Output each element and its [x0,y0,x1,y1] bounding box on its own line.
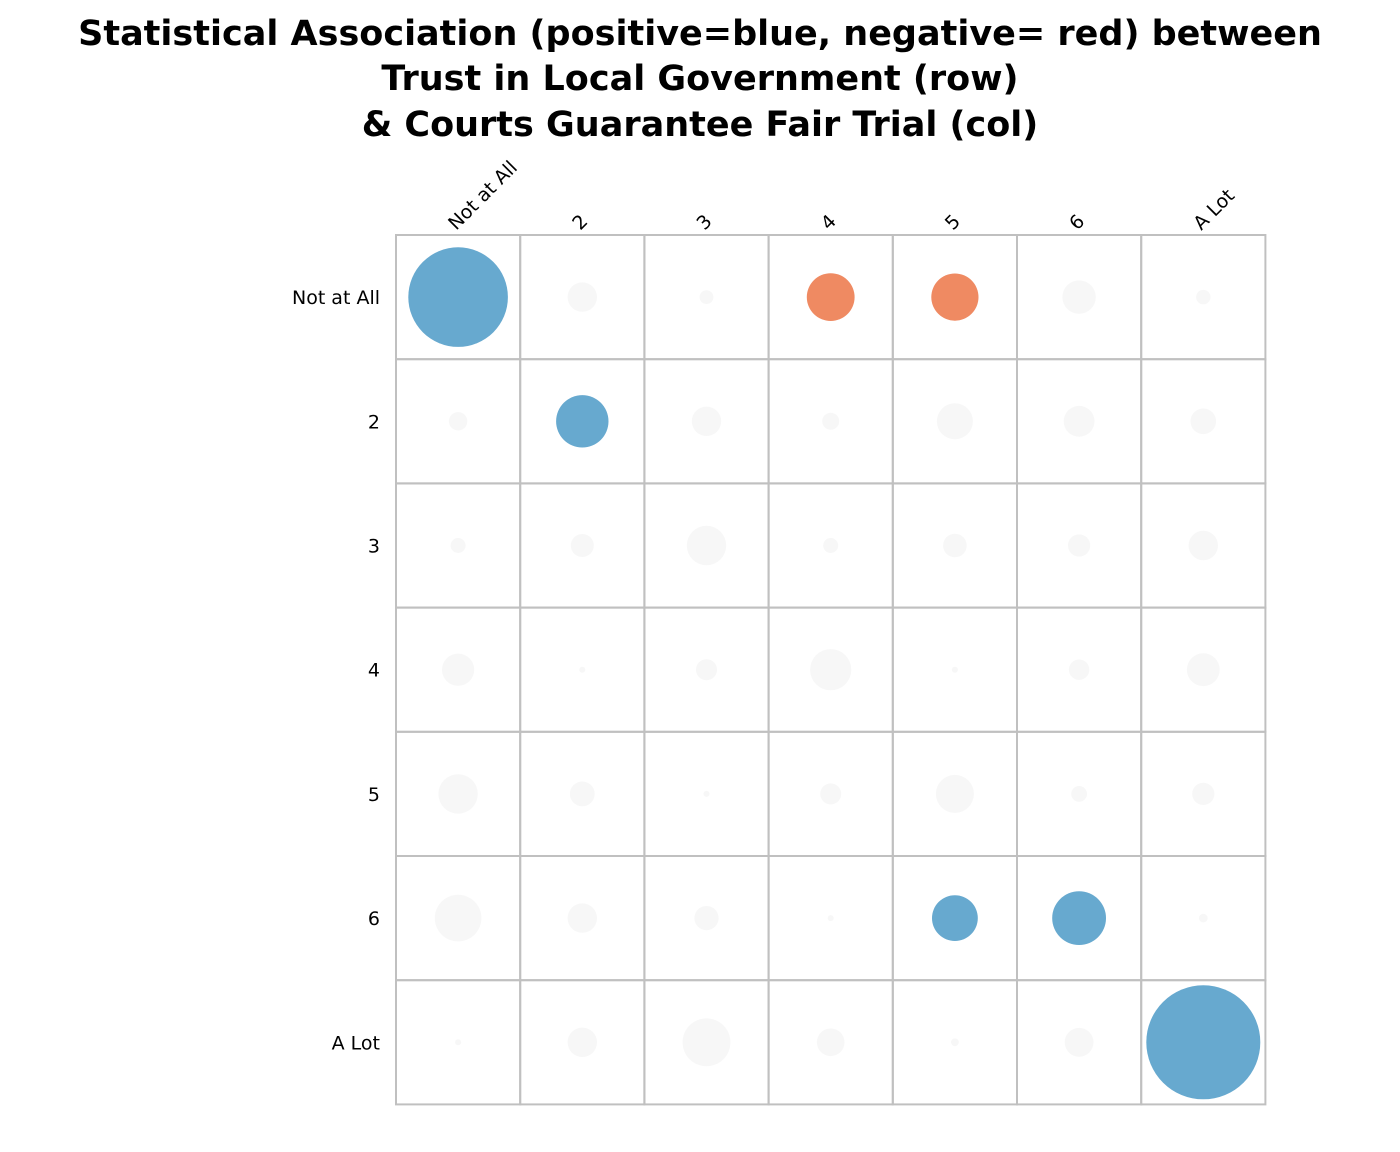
bubble-r2-c2 [686,525,727,566]
bubble-r5-c0 [434,894,482,942]
bubble-r0-c0 [408,247,508,347]
bubble-r6-c1 [567,1027,597,1058]
bubble-r6-c5 [1064,1027,1094,1057]
row-label-3: 4 [368,660,380,682]
bubble-r1-c0 [448,412,468,431]
bubble-r4-c1 [569,781,595,807]
bubble-r6-c3 [816,1028,845,1057]
bubble-r5-c6 [1199,913,1208,923]
bubble-r0-c1 [567,282,597,312]
bubble-r3-c0 [442,653,475,686]
bubble-r2-c3 [823,538,839,553]
row-label-4: 5 [368,784,380,806]
row-label-0: Not at All [292,287,380,309]
bubble-r2-c1 [570,534,594,557]
bubble-r4-c2 [703,790,710,797]
bubble-r3-c3 [810,649,852,691]
bubble-r6-c0 [455,1039,462,1046]
bubble-r1-c3 [822,412,840,430]
grid-cell-r6-c6 [1140,979,1267,1106]
bubble-r1-c2 [691,406,722,436]
cell-grid [395,234,1267,1106]
bubble-r4-c0 [438,774,478,814]
bubble-r6-c6 [1146,985,1261,1100]
bubble-r4-c3 [820,783,842,805]
bubble-r6-c2 [682,1018,731,1067]
bubble-r3-c4 [951,666,958,673]
bubble-r0-c4 [931,273,979,321]
bubble-r4-c5 [1071,786,1087,802]
chart-title-line-1: Statistical Association (positive=blue, … [78,14,1322,54]
bubble-r0-c5 [1062,280,1096,314]
col-label-6: A Lot [1189,185,1239,235]
row-label-2: 3 [368,536,380,558]
col-label-5: 6 [1065,210,1089,234]
bubble-r0-c6 [1196,289,1211,305]
chart-title-line-2: Trust in Local Government (row) [381,59,1018,99]
bubble-r3-c5 [1068,659,1090,680]
bubble-r4-c6 [1192,782,1215,806]
bubble-r0-c2 [699,290,714,304]
bubble-layer [408,247,1261,1100]
bubble-r3-c1 [579,666,586,673]
col-label-1: 2 [568,210,592,234]
bubble-r2-c0 [450,538,466,553]
bubble-r5-c1 [567,903,597,933]
bubble-r1-c1 [556,395,609,448]
col-labels: Not at All 2 3 4 5 6 A Lot [444,157,1239,235]
bubble-r1-c5 [1063,405,1095,437]
bubble-r5-c2 [694,906,719,931]
bubble-r3-c2 [696,659,717,681]
bubble-r2-c6 [1188,530,1219,561]
col-label-2: 3 [692,210,716,234]
bubble-r2-c4 [943,533,967,558]
bubble-r5-c5 [1052,891,1106,945]
col-label-3: 4 [817,210,841,234]
bubble-r5-c3 [827,915,834,922]
bubble-r0-c3 [806,273,855,321]
chart-title-line-3: & Courts Guarantee Fair Trial (col) [362,105,1039,145]
chart-title: Statistical Association (positive=blue, … [78,14,1322,145]
bubble-r1-c4 [936,403,973,440]
bubble-r6-c4 [951,1038,959,1047]
bubble-r5-c4 [932,895,978,941]
row-label-6: A Lot [332,1032,380,1054]
row-labels: Not at All 2 3 4 5 6 A Lot [292,287,380,1054]
col-label-4: 5 [941,210,965,234]
bubble-r2-c5 [1068,534,1091,557]
bubble-r3-c6 [1186,653,1220,687]
row-label-1: 2 [368,411,380,433]
bubble-r4-c4 [935,774,974,813]
col-label-0: Not at All [444,157,522,235]
bubble-r1-c6 [1190,408,1217,435]
row-label-5: 6 [368,908,380,930]
